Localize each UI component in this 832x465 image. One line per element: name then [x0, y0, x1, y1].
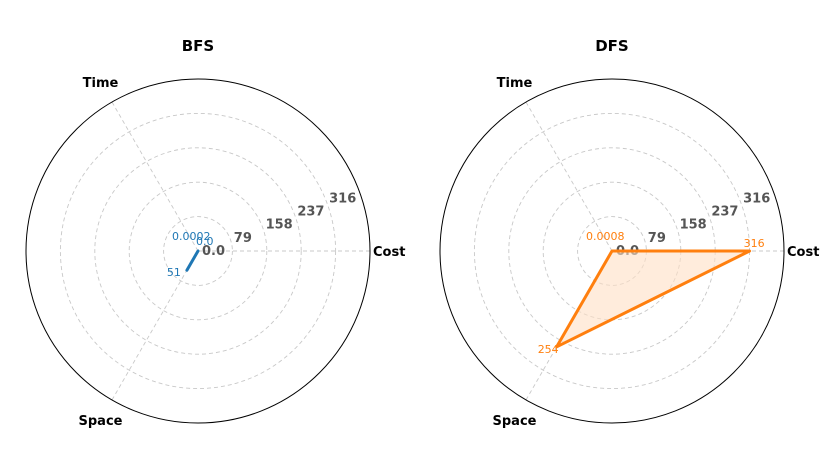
dfs-data-label-time: 0.0008 — [586, 230, 625, 243]
bfs-outer-ring — [25, 78, 371, 424]
dfs-rtick-label: 237 — [711, 205, 738, 220]
dfs-rtick-label: 316 — [743, 191, 770, 206]
bfs-axis-label-space: Space — [79, 414, 123, 429]
dfs-outer-ring — [439, 78, 785, 424]
bfs-grid-ring-1 — [163, 216, 233, 286]
bfs-data-label-space: 51 — [167, 266, 181, 279]
bfs-title: BFS — [182, 37, 214, 55]
bfs-axis-label-cost: Cost — [373, 245, 405, 260]
bfs-rtick-label: 237 — [297, 205, 324, 220]
dfs-axis-label-cost: Cost — [787, 245, 819, 260]
dfs-rtick-label: 79 — [648, 231, 666, 246]
bfs-grid-ring-2 — [128, 181, 268, 321]
bfs-rtick-label: 79 — [234, 231, 252, 246]
bfs-rtick-label: 158 — [266, 218, 293, 233]
dfs-axis-label-space: Space — [493, 414, 537, 429]
dfs-data-label-space: 254 — [538, 343, 559, 356]
dfs-radar-panel: DFS0.0791582373163160.0008254CostTimeSpa… — [439, 37, 819, 429]
dfs-spoke-time — [525, 101, 613, 252]
dfs-data-label-cost: 316 — [744, 237, 765, 250]
bfs-series-line — [185, 249, 200, 272]
bfs-spoke-space — [111, 250, 199, 401]
bfs-axis-label-time: Time — [83, 76, 119, 91]
bfs-radar-panel: BFS 0.0 79 158 237 316 0.00.0002 51 Cost Time Spac… — [25, 37, 405, 429]
dfs-axis-label-time: Time — [497, 76, 533, 91]
bfs-spoke-time — [111, 101, 199, 252]
bfs-rtick-label: 0.0 — [202, 244, 225, 259]
bfs-grid-ring-4 — [59, 112, 337, 390]
bfs-data-label-cost: 0.0 — [196, 235, 214, 248]
dfs-series-line — [555, 249, 752, 349]
bfs-data-label-time: 0.0002 — [172, 230, 211, 243]
bfs-grid-ring-3 — [94, 147, 302, 355]
dfs-rtick-label: 158 — [680, 218, 707, 233]
dfs-title: DFS — [595, 37, 629, 55]
bfs-rtick-label: 316 — [329, 191, 356, 206]
